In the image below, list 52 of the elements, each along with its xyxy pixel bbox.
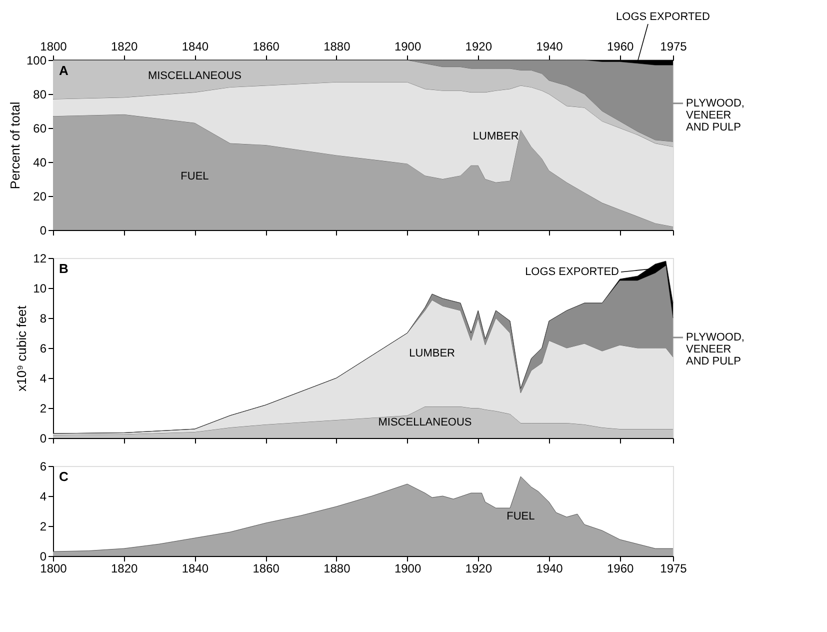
series-label: FUEL xyxy=(506,510,535,522)
x2-tick-label: 1960 xyxy=(607,40,634,54)
x2-tick-label: 1820 xyxy=(111,40,138,54)
annotation: C xyxy=(59,469,69,484)
y-tick-label: 6 xyxy=(40,460,47,474)
x-tick-label: 1820 xyxy=(111,562,138,576)
series-label: MISCELLANEOUS xyxy=(148,70,242,82)
y-tick-label: 2 xyxy=(40,520,47,534)
annotation: B xyxy=(59,261,68,276)
series-label: LUMBER xyxy=(409,347,456,360)
y-tick-label: 100 xyxy=(26,54,47,68)
x2-tick-label: 1920 xyxy=(465,40,492,54)
x-tick-label: 1960 xyxy=(607,562,634,576)
y-tick-label: 4 xyxy=(40,490,47,504)
series-label: LUMBER xyxy=(472,130,519,142)
x-tick-label: 1940 xyxy=(536,562,564,576)
series-label: FUEL xyxy=(180,170,209,182)
y-tick-label: 10 xyxy=(33,282,47,296)
legend-label: PLYWOOD, VENEER AND PULP xyxy=(686,332,744,368)
y-tick-label: 0 xyxy=(40,224,47,238)
x-tick-label: 1920 xyxy=(465,562,492,576)
x-tick-label: 1800 xyxy=(40,562,68,576)
x2-tick-label: 1800 xyxy=(40,40,68,54)
y-tick-label: 8 xyxy=(40,312,47,326)
y-tick-label: 12 xyxy=(33,252,47,266)
y-axis-title: Percent of total xyxy=(7,102,22,190)
y-tick-label: 0 xyxy=(40,550,47,564)
x-tick-label: 1900 xyxy=(394,562,422,576)
x-tick-label: 1840 xyxy=(182,562,209,576)
y-axis-title: x10⁹ cubic feet xyxy=(14,305,30,392)
y-tick-label: 60 xyxy=(33,122,47,136)
x2-tick-label: 1975 xyxy=(660,40,688,54)
x2-tick-label: 1880 xyxy=(324,40,351,54)
y-tick-label: 20 xyxy=(33,190,47,204)
y-tick-label: 2 xyxy=(40,402,47,416)
y-tick-label: 40 xyxy=(33,156,47,170)
series-label: MISCELLANEOUS xyxy=(378,416,472,428)
legend-label: PLYWOOD, VENEER AND PULP xyxy=(686,97,744,134)
y-tick-label: 0 xyxy=(40,432,47,446)
series-label: LOGS EXPORTED xyxy=(525,266,620,278)
y-tick-label: 4 xyxy=(40,372,47,386)
text: LOGS EXPORTED xyxy=(616,11,710,23)
x-tick-label: 1880 xyxy=(324,562,351,576)
x2-tick-label: 1900 xyxy=(394,40,422,54)
y-tick-label: 80 xyxy=(33,88,47,102)
x2-tick-label: 1840 xyxy=(182,40,209,54)
x2-tick-label: 1860 xyxy=(252,40,280,54)
x2-tick-label: 1940 xyxy=(536,40,564,54)
y-tick-label: 6 xyxy=(40,342,47,356)
x-tick-label: 1860 xyxy=(252,562,280,576)
x-tick-label: 1975 xyxy=(660,562,688,576)
annotation: A xyxy=(59,63,69,78)
